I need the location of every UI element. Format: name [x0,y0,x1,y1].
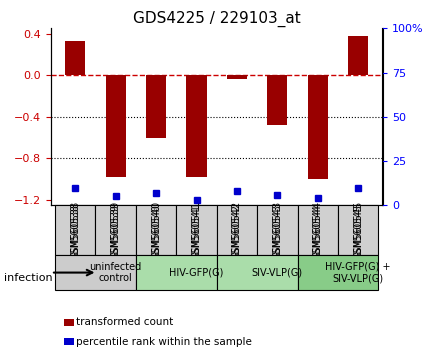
Text: GSM560543: GSM560543 [272,200,282,260]
Bar [308,75,328,179]
FancyBboxPatch shape [217,255,298,290]
Text: GSM560545: GSM560545 [353,200,363,260]
FancyBboxPatch shape [338,205,378,255]
Bar [227,75,247,79]
Bar [65,41,85,75]
Text: HIV-GFP(G) +
SIV-VLP(G): HIV-GFP(G) + SIV-VLP(G) [326,262,391,284]
FancyBboxPatch shape [136,255,217,290]
Text: GSM560543: GSM560543 [272,204,282,257]
FancyBboxPatch shape [298,255,378,290]
Text: GSM560542: GSM560542 [232,200,242,260]
Bar [348,36,368,75]
Text: HIV-GFP(G): HIV-GFP(G) [169,268,224,278]
FancyBboxPatch shape [257,205,298,255]
Text: GSM560541: GSM560541 [192,200,201,260]
Bar [267,75,287,125]
Bar [105,75,126,177]
Text: percentile rank within the sample: percentile rank within the sample [76,337,252,347]
FancyBboxPatch shape [298,205,338,255]
FancyBboxPatch shape [136,205,176,255]
Text: GSM560540: GSM560540 [151,200,161,260]
Text: GSM560538: GSM560538 [70,200,80,260]
Text: SIV-VLP(G): SIV-VLP(G) [252,268,303,278]
Text: GSM560545: GSM560545 [353,204,363,257]
Text: infection: infection [4,273,53,283]
FancyBboxPatch shape [55,255,136,290]
FancyBboxPatch shape [176,205,217,255]
Text: GSM560539: GSM560539 [110,204,121,257]
Text: GSM560539: GSM560539 [110,200,121,260]
Text: transformed count: transformed count [76,317,174,327]
Text: uninfected
control: uninfected control [90,262,142,284]
Text: GSM560544: GSM560544 [313,200,323,260]
Text: GSM560538: GSM560538 [70,204,80,257]
Text: GSM560540: GSM560540 [151,204,161,257]
FancyBboxPatch shape [217,205,257,255]
Bar [187,75,207,177]
FancyBboxPatch shape [96,205,136,255]
FancyBboxPatch shape [55,205,96,255]
Text: GSM560542: GSM560542 [232,204,242,257]
Text: GSM560541: GSM560541 [192,204,201,257]
Title: GDS4225 / 229103_at: GDS4225 / 229103_at [133,11,300,27]
Bar [146,75,166,138]
Text: GSM560544: GSM560544 [313,204,323,257]
